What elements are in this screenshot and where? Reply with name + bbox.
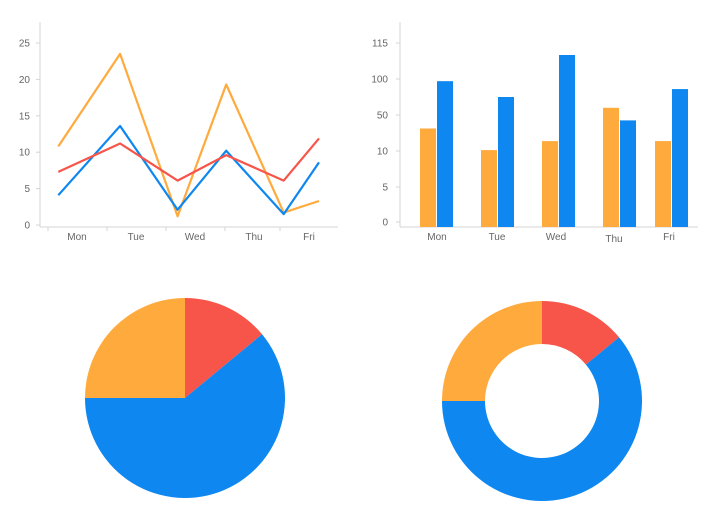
x-tick-label: Fri xyxy=(663,232,675,243)
y-tick-label: 10 xyxy=(19,148,31,159)
x-tick-label: Tue xyxy=(128,232,145,243)
y-tick-label: 0 xyxy=(382,218,388,229)
y-tick-label: 115 xyxy=(372,39,388,50)
donut-chart xyxy=(442,301,642,502)
bar-blue-fri xyxy=(672,89,688,227)
bar-blue-tue xyxy=(498,97,514,227)
x-tick-label: Thu xyxy=(245,232,262,243)
line-series-2 xyxy=(57,137,320,182)
bar-blue-wed xyxy=(559,55,575,227)
x-tick-label: Wed xyxy=(185,232,205,243)
y-tick-label: 100 xyxy=(371,75,388,86)
x-tick-label: Tue xyxy=(489,232,506,243)
y-tick-label: 5 xyxy=(24,184,30,195)
y-tick-label: 5 xyxy=(382,183,388,194)
x-tick-label: Fri xyxy=(303,232,315,243)
pie-slice-0 xyxy=(185,298,263,398)
bar-orange-thu xyxy=(603,107,619,227)
x-tick-label: Thu xyxy=(605,234,622,245)
x-tick-label: Mon xyxy=(427,232,446,243)
bar-orange-fri xyxy=(655,141,671,227)
y-tick-label: 20 xyxy=(19,75,31,86)
bar-orange-tue xyxy=(481,150,497,227)
donut-slice-1 xyxy=(442,337,642,502)
line-chart: 0 5 10 15 20 25 Mon Tue Wed Thu Fri xyxy=(19,22,338,243)
donut-slice-2 xyxy=(442,301,542,401)
pie-slice-2 xyxy=(85,298,185,398)
bar-chart: 0 5 10 50 100 115 Mon Tue Wed Thu Fri xyxy=(371,22,698,245)
bar-orange-wed xyxy=(542,141,558,227)
bar-orange-mon xyxy=(420,128,436,227)
y-tick-label: 15 xyxy=(19,111,31,122)
line-series-1 xyxy=(57,124,320,216)
pie-slice-1 xyxy=(85,334,285,498)
bar-blue-thu xyxy=(620,120,636,227)
y-tick-label: 10 xyxy=(377,147,389,158)
donut-slice-0 xyxy=(542,301,620,365)
bar-blue-mon xyxy=(437,81,453,227)
x-tick-label: Mon xyxy=(67,232,86,243)
y-tick-label: 25 xyxy=(19,39,31,50)
y-tick-label: 50 xyxy=(377,111,389,122)
x-tick-label: Wed xyxy=(546,232,566,243)
pie-chart xyxy=(85,298,285,498)
y-tick-label: 0 xyxy=(24,221,30,232)
line-series-0 xyxy=(57,52,320,218)
